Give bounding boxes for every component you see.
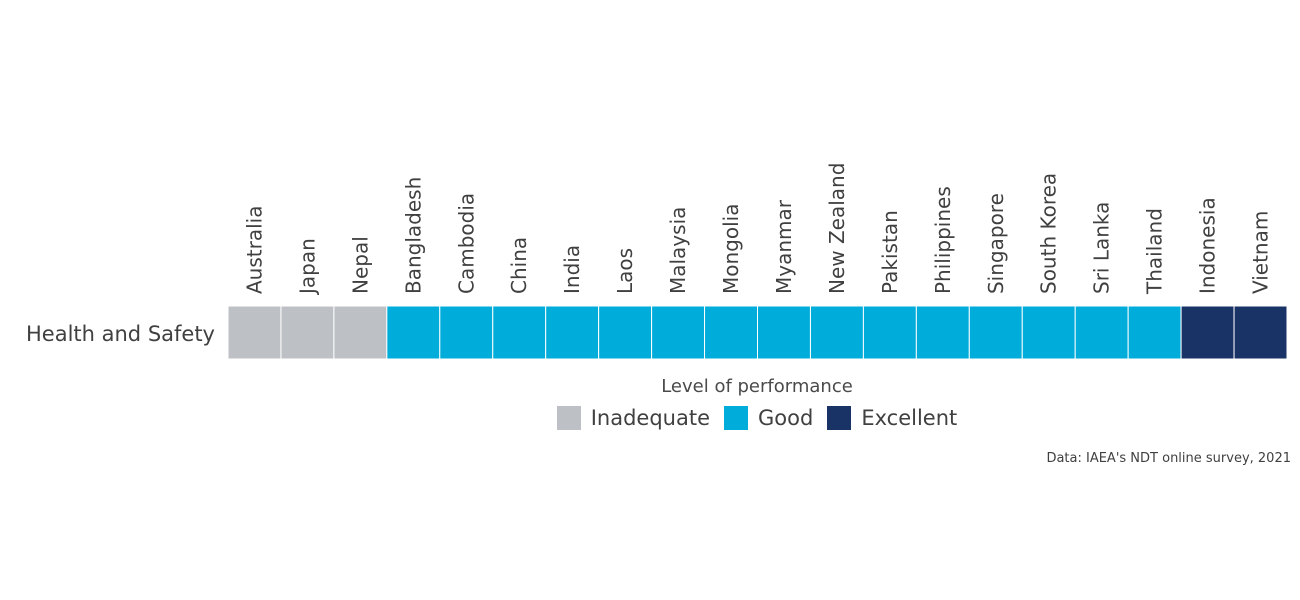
heatmap-cells [227,305,1288,360]
column-label-vietnam: Vietnam [1249,211,1273,294]
legend: Inadequate Good Excellent [0,406,1300,430]
column-label-nepal: Nepal [348,236,372,294]
cell-india [545,305,600,360]
cell-vietnam [1233,305,1288,360]
cell-china [492,305,547,360]
legend-label-good: Good [758,406,814,430]
source-note: Data: IAEA's NDT online survey, 2021 [1046,451,1291,466]
column-label-mongolia: Mongolia [719,204,743,294]
cell-australia [227,305,282,360]
column-label-new-zealand: New Zealand [825,163,849,294]
legend-swatch-excellent [827,406,852,430]
cell-bangladesh [386,305,441,360]
cell-pakistan [862,305,917,360]
cell-japan [280,305,335,360]
column-label-indonesia: Indonesia [1196,197,1220,294]
legend-item-excellent: Excellent [827,406,957,430]
cell-nepal [333,305,388,360]
cell-new-zealand [809,305,864,360]
row-label: Health and Safety [26,322,215,346]
column-label-thailand: Thailand [1143,208,1167,295]
cell-singapore [968,305,1023,360]
legend-swatch-good [724,406,749,430]
column-label-laos: Laos [613,248,637,294]
legend-title: Level of performance [661,376,853,397]
cell-cambodia [439,305,494,360]
column-label-japan: Japan [295,238,319,296]
cell-thailand [1127,305,1182,360]
heatmap-chart: Australia Japan Nepal Bangladesh Cambodia Chi… [26,163,1288,360]
cell-mongolia [704,305,758,360]
column-label-sri-lanka: Sri Lanka [1090,202,1114,294]
cell-indonesia [1180,305,1235,360]
column-label-philippines: Philippines [931,186,955,294]
cell-south-korea [1021,305,1076,360]
cell-myanmar [757,305,811,360]
legend-item-good: Good [724,406,813,430]
country-labels: Australia Japan Nepal Bangladesh Cambodia Chi… [242,163,1272,296]
legend-item-inadequate: Inadequate [556,406,711,430]
legend-label-excellent: Excellent [861,406,958,430]
column-label-pakistan: Pakistan [878,210,902,294]
legend-label-inadequate: Inadequate [590,406,711,430]
legend-swatch-inadequate [556,406,581,430]
column-label-india: India [560,245,584,294]
column-label-malaysia: Malaysia [666,207,690,294]
cell-sri-lanka [1074,305,1129,360]
column-label-bangladesh: Bangladesh [401,177,425,294]
cell-laos [598,305,653,360]
cell-malaysia [651,305,706,360]
cell-philippines [915,305,970,360]
column-label-singapore: Singapore [984,193,1008,294]
column-label-cambodia: Cambodia [454,193,478,294]
column-label-china: China [507,237,531,294]
column-label-australia: Australia [242,206,266,294]
column-label-myanmar: Myanmar [772,199,796,294]
column-label-south-korea: South Korea [1037,173,1061,294]
